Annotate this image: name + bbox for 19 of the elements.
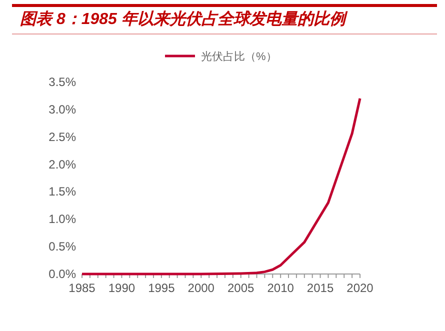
chart-title: 图表 8：1985 年以来光伏占全球发电量的比例 — [20, 10, 348, 28]
y-tick-label: 3.0% — [48, 102, 76, 116]
x-tick-label: 2005 — [228, 281, 255, 295]
y-tick-label: 3.5% — [48, 75, 76, 89]
x-tick-label: 2015 — [306, 281, 334, 295]
x-tick-label: 2000 — [188, 281, 215, 295]
x-tick-label: 1985 — [68, 281, 96, 295]
x-tick-label: 1990 — [108, 281, 136, 295]
x-tick-label: 2020 — [346, 281, 374, 295]
y-tick-label: 2.5% — [48, 130, 76, 144]
y-tick-label: 1.5% — [48, 184, 76, 199]
y-tick-label: 1.0% — [48, 212, 76, 226]
y-tick-label: 2.0% — [48, 157, 76, 172]
x-tick-label: 1995 — [148, 281, 176, 295]
y-tick-label: 0.0% — [48, 267, 76, 281]
line-series — [80, 97, 362, 276]
legend-label: 光伏占比（%） — [201, 50, 277, 63]
x-tick-label: 2010 — [267, 281, 294, 295]
y-tick-label: 0.5% — [48, 240, 76, 254]
